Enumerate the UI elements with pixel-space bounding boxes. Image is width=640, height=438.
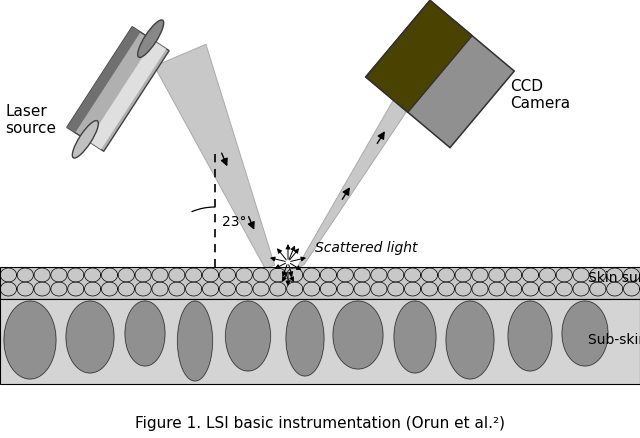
Text: 23°: 23° bbox=[222, 215, 246, 229]
Polygon shape bbox=[67, 28, 141, 134]
Polygon shape bbox=[177, 301, 212, 381]
Text: CCD
Camera: CCD Camera bbox=[510, 78, 570, 111]
Polygon shape bbox=[154, 45, 275, 269]
Polygon shape bbox=[394, 301, 436, 373]
Text: Sub-skin layer: Sub-skin layer bbox=[588, 332, 640, 346]
Polygon shape bbox=[225, 301, 271, 371]
Polygon shape bbox=[286, 301, 324, 376]
Text: Laser
source: Laser source bbox=[5, 103, 56, 136]
Text: Scattered light: Scattered light bbox=[315, 240, 417, 254]
Polygon shape bbox=[67, 28, 169, 152]
Polygon shape bbox=[296, 70, 435, 270]
Polygon shape bbox=[88, 41, 166, 150]
Ellipse shape bbox=[138, 21, 164, 58]
Polygon shape bbox=[508, 301, 552, 371]
Polygon shape bbox=[333, 301, 383, 369]
Ellipse shape bbox=[72, 121, 99, 159]
Polygon shape bbox=[446, 301, 494, 379]
Text: Figure 1. LSI basic instrumentation (Orun et al.²): Figure 1. LSI basic instrumentation (Oru… bbox=[135, 416, 505, 431]
Bar bbox=[0, 267, 640, 299]
Text: Skin surface: Skin surface bbox=[588, 270, 640, 284]
Polygon shape bbox=[66, 301, 114, 373]
Polygon shape bbox=[365, 1, 472, 113]
Bar bbox=[0, 299, 640, 384]
Polygon shape bbox=[125, 301, 165, 366]
Polygon shape bbox=[562, 301, 608, 366]
Polygon shape bbox=[365, 1, 515, 148]
Polygon shape bbox=[4, 301, 56, 379]
